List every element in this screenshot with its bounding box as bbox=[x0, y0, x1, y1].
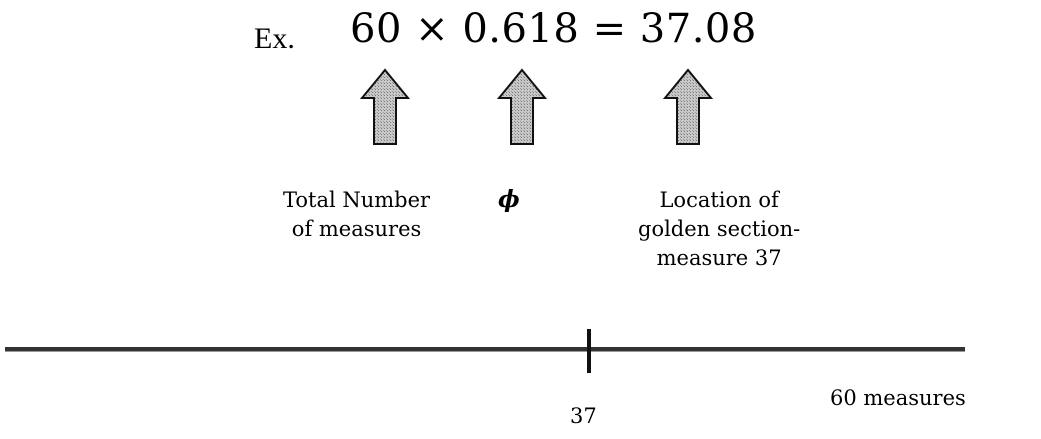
up-arrow-icon bbox=[360, 68, 410, 145]
marker-label: 37 bbox=[570, 404, 597, 428]
timeline-marker bbox=[587, 329, 591, 373]
label-phi: ϕ bbox=[498, 186, 520, 213]
up-arrow-icon bbox=[497, 68, 547, 145]
timeline bbox=[5, 329, 965, 373]
label-golden-section-location: Location of golden section- measure 37 bbox=[638, 186, 800, 273]
end-label: 60 measures bbox=[830, 386, 966, 410]
label-location-line2: golden section- bbox=[638, 217, 801, 241]
label-total-measures: Total Number of measures bbox=[283, 186, 430, 244]
label-total-line2: of measures bbox=[291, 217, 422, 241]
label-location-line1: Location of bbox=[659, 188, 779, 212]
label-location-line3: measure 37 bbox=[656, 246, 782, 270]
timeline-line bbox=[5, 347, 965, 351]
up-arrow-icon bbox=[663, 68, 713, 145]
example-prefix: Ex. bbox=[254, 22, 295, 55]
label-total-line1: Total Number bbox=[283, 188, 431, 212]
equation: 60 × 0.618 = 37.08 bbox=[350, 6, 757, 52]
